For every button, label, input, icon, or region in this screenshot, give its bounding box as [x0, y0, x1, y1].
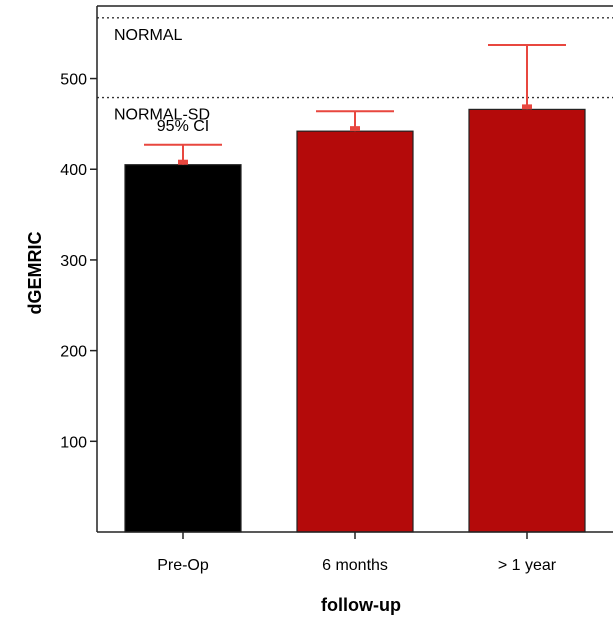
x-tick-label-2: > 1 year [498, 557, 557, 574]
reference-line-label-0: NORMAL [114, 27, 183, 44]
error-bar-marker-2 [522, 104, 532, 110]
error-bar-marker-0 [178, 159, 188, 165]
y-tick-label-3: 400 [60, 162, 87, 179]
bar-0 [124, 164, 242, 533]
y-axis-title: dGEMRIC [25, 232, 45, 315]
bar-1 [296, 130, 414, 533]
reference-lines: NORMAL NORMAL-SD [97, 17, 613, 124]
error-bars [144, 43, 566, 165]
reference-line-label-1: NORMAL-SD [114, 107, 210, 124]
ci-annotation: 95% CI [157, 118, 209, 135]
y-tick-label-4: 500 [60, 72, 87, 89]
x-tick-label-1: 6 months [322, 557, 388, 574]
y-tick-label-2: 300 [60, 253, 87, 270]
bar-2 [468, 108, 586, 533]
bars [124, 108, 586, 533]
x-tick-label-0: Pre-Op [157, 557, 209, 574]
y-tick-label-0: 100 [60, 434, 87, 451]
y-tick-label-1: 200 [60, 344, 87, 361]
error-bar-marker-1 [350, 126, 360, 132]
x-axis-title: follow-up [321, 595, 401, 615]
axes: 100 200 300 400 500 Pre-Op 6 months > 1 year [60, 5, 613, 574]
